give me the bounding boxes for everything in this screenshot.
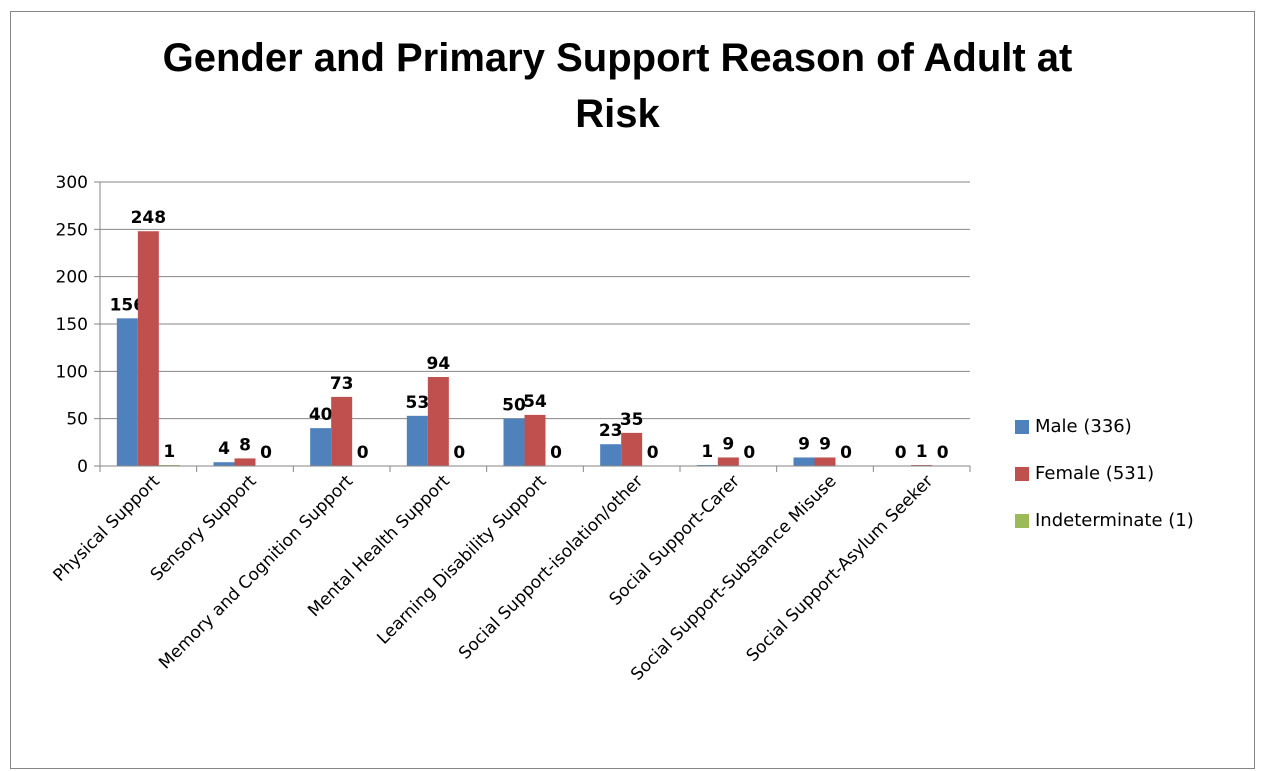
bar-female [137, 231, 159, 466]
legend: Male (336) Female (531) Indeterminate (1) [1015, 403, 1194, 544]
data-label: 1 [701, 442, 713, 462]
y-tick-label: 250 [56, 220, 88, 240]
chart-title: Gender and Primary Support Reason of Adu… [40, 30, 1195, 142]
y-tick-label: 50 [66, 410, 88, 430]
bar-female [331, 396, 353, 466]
data-label: 0 [743, 443, 755, 463]
legend-swatch [1015, 466, 1029, 481]
legend-swatch [1015, 513, 1029, 528]
y-tick-label: 100 [56, 362, 88, 382]
bar-male [793, 457, 815, 466]
chart-area [10, 11, 1255, 769]
y-tick-label: 150 [56, 315, 88, 335]
data-label: 73 [330, 374, 354, 394]
x-tick-label: Learning Disability Support [373, 471, 550, 648]
legend-item: Female (531) [1015, 450, 1194, 497]
chart-title-line-1: Gender and Primary Support Reason of Adu… [162, 36, 1073, 80]
data-label: 0 [937, 443, 949, 463]
bar-female [427, 377, 449, 466]
x-tick-label: Sensory Support [147, 471, 261, 585]
data-label: 8 [239, 435, 251, 455]
data-label: 40 [309, 405, 333, 425]
data-label: 4 [218, 439, 230, 459]
bar-female [814, 457, 836, 466]
data-label: 1 [163, 442, 175, 462]
data-label: 9 [798, 434, 810, 454]
legend-item: Male (336) [1015, 403, 1194, 450]
data-label: 23 [599, 421, 623, 441]
bar-female [717, 457, 739, 466]
legend-label: Female (531) [1035, 463, 1155, 484]
data-label: 0 [840, 443, 852, 463]
x-tick-label: Memory and Cognition Support [155, 471, 357, 673]
data-label: 0 [260, 443, 272, 463]
data-label: 53 [405, 393, 429, 413]
chart-title-line-2: Risk [575, 92, 660, 136]
x-tick-label: Social Support-isolation/other [455, 471, 647, 663]
data-label: 0 [895, 443, 907, 463]
bar-male [503, 418, 525, 466]
legend-swatch [1015, 419, 1029, 434]
legend-label: Indeterminate (1) [1035, 510, 1194, 531]
data-label: 9 [819, 434, 831, 454]
data-label: 1 [916, 442, 928, 462]
data-label: 35 [620, 410, 644, 430]
data-label: 50 [502, 396, 526, 416]
bar-female [621, 432, 643, 466]
x-tick-label: Social Support-Asylum Seeker [743, 471, 938, 666]
bar-male [213, 462, 235, 466]
data-label: 248 [131, 208, 167, 228]
data-label: 0 [647, 443, 659, 463]
data-label: 9 [722, 434, 734, 454]
data-label: 156 [110, 295, 146, 315]
y-tick-label: 300 [56, 173, 88, 193]
bar-male [116, 318, 138, 466]
bar-male [310, 428, 332, 466]
y-tick-label: 200 [56, 268, 88, 288]
legend-label: Male (336) [1035, 416, 1132, 437]
data-label: 54 [523, 392, 547, 412]
bar-female [524, 414, 546, 466]
y-tick-label: 0 [77, 457, 88, 477]
bar-male [406, 415, 428, 466]
bar-female [234, 458, 256, 466]
data-label: 0 [357, 443, 369, 463]
x-tick-label: Physical Support [49, 471, 164, 586]
data-label: 94 [426, 354, 450, 374]
x-tick-label: Social Support-Substance Misuse [627, 471, 840, 684]
data-label: 0 [550, 443, 562, 463]
legend-item: Indeterminate (1) [1015, 497, 1194, 544]
bar-male [600, 444, 622, 466]
data-label: 0 [453, 443, 465, 463]
